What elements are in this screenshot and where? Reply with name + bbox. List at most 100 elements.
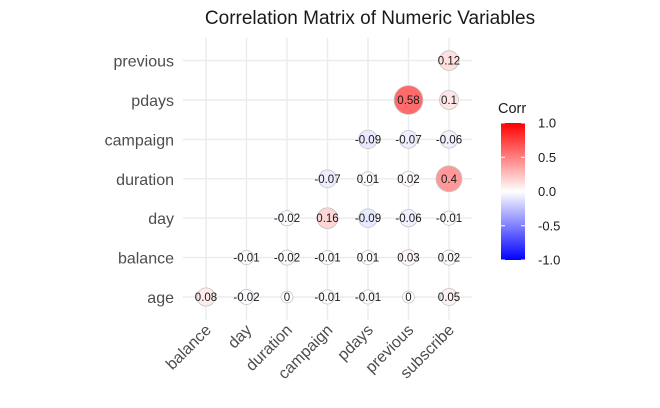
cell-value-label: 0 — [405, 292, 411, 304]
cell-value-label: 0 — [284, 292, 290, 304]
cell-value-label: 0.12 — [438, 56, 460, 68]
x-axis: balance daydurationcampaignpdayspreviouss… — [163, 322, 458, 383]
cell-value-label: 0.03 — [397, 253, 419, 265]
cell-circle — [399, 209, 418, 228]
legend-tick-label: -0.5 — [538, 218, 560, 233]
y-axis: age balance day duration campaign pdays previo… — [105, 54, 174, 307]
cell-circle — [280, 290, 294, 304]
chart-title: Correlation Matrix of Numeric Variables — [205, 8, 535, 29]
cell-value-label: 0.02 — [397, 174, 419, 186]
cell-duration-campaign: -0.07 — [314, 169, 341, 189]
cell-duration-subscribe: 0.4 — [435, 165, 463, 193]
legend-ticks: 1.0 0.5 0.0 -0.5 -1.0 — [501, 116, 560, 268]
cell-value-label: 0.08 — [195, 292, 217, 304]
legend-tick-label: 0.0 — [538, 184, 556, 199]
legend-tick-label: -1.0 — [538, 253, 560, 268]
cell-circle — [441, 210, 457, 226]
cell-circle — [402, 290, 415, 304]
cell-circle — [238, 250, 254, 266]
cell-circle — [319, 250, 335, 266]
y-tick-label-day: day — [148, 211, 174, 228]
cell-circle — [439, 90, 459, 110]
cell-age-campaign: -0.01 — [314, 289, 341, 305]
cell-value-label: 0.02 — [438, 253, 460, 265]
cell-value-label: 0.01 — [357, 253, 379, 265]
cell-circle — [316, 207, 339, 230]
cell-value-label: 0.58 — [397, 95, 419, 107]
cell-value-label: -0.07 — [314, 174, 340, 186]
cell-age-day: -0.02 — [233, 289, 260, 305]
cell-value-label: -0.06 — [436, 134, 462, 146]
cell-value-label: -0.01 — [355, 292, 381, 304]
cell-circle — [400, 170, 417, 187]
cell-balance-duration: -0.02 — [274, 249, 300, 266]
cell-campaign-pdays: -0.09 — [355, 129, 381, 150]
cell-day-duration: -0.02 — [274, 210, 300, 227]
cell-age-subscribe: 0.05 — [438, 288, 460, 306]
cell-circle — [439, 130, 459, 149]
legend-tick-label: 0.5 — [538, 150, 556, 165]
cell-value-label: -0.02 — [233, 292, 259, 304]
cell-circle — [360, 171, 376, 187]
cell-circle — [399, 130, 418, 149]
cell-day-previous: -0.06 — [395, 209, 422, 228]
cell-campaign-subscribe: -0.06 — [436, 130, 462, 149]
cell-balance-subscribe: 0.02 — [438, 249, 460, 266]
correlation-cells: 0.08 -0.02 0 -0.01 -0.01 0 0.05 -0.01 -0.02 -0.01… — [195, 50, 463, 307]
cell-age-duration: 0 — [280, 290, 294, 304]
cell-value-label: -0.09 — [355, 213, 381, 225]
cell-duration-pdays: 0.01 — [357, 171, 379, 187]
cell-pdays-previous: 0.58 — [393, 85, 424, 115]
cell-value-label: -0.01 — [314, 253, 340, 265]
legend-tick-label: 1.0 — [538, 116, 556, 131]
cell-circle — [319, 289, 335, 305]
cell-circle — [360, 250, 376, 266]
color-legend: Corr 1.0 0.5 0.0 -0.5 -1.0 — [498, 101, 560, 268]
cell-age-balance: 0.08 — [195, 287, 217, 307]
cell-circle — [393, 85, 424, 115]
cell-balance-pdays: 0.01 — [357, 250, 379, 266]
legend-title: Corr — [498, 101, 526, 117]
cell-circle — [279, 210, 295, 227]
cell-circle — [441, 249, 457, 266]
cell-value-label: 0.05 — [438, 292, 460, 304]
cell-circle — [196, 287, 216, 307]
cell-value-label: -0.06 — [395, 213, 421, 225]
cell-value-label: -0.01 — [233, 253, 259, 265]
x-tick-label-balance: balance — [163, 322, 215, 374]
cell-day-subscribe: -0.01 — [436, 210, 462, 226]
y-tick-label-balance: balance — [118, 251, 174, 268]
y-tick-label-previous: previous — [114, 54, 174, 71]
cell-value-label: -0.09 — [355, 134, 381, 146]
cell-balance-previous: 0.03 — [397, 249, 420, 266]
cell-circle — [440, 288, 458, 306]
cell-balance-campaign: -0.01 — [314, 250, 341, 266]
cell-circle — [318, 169, 337, 189]
cell-campaign-previous: -0.07 — [395, 130, 422, 149]
cell-circle — [279, 249, 295, 266]
x-tick-label-day: day — [225, 322, 255, 352]
cell-value-label: 0.4 — [441, 174, 458, 186]
cell-age-pdays: -0.01 — [355, 289, 381, 305]
cell-value-label: -0.02 — [274, 213, 300, 225]
cell-day-pdays: -0.09 — [355, 208, 381, 228]
y-tick-label-campaign: campaign — [105, 132, 174, 149]
cell-value-label: 0.16 — [316, 213, 338, 225]
cell-age-previous: 0 — [402, 290, 415, 304]
cell-balance-day: -0.01 — [233, 250, 260, 266]
cell-circle — [360, 289, 376, 305]
y-tick-label-duration: duration — [116, 172, 174, 189]
cell-value-label: -0.01 — [314, 292, 340, 304]
cell-value-label: -0.07 — [395, 134, 421, 146]
cell-value-label: 0.1 — [441, 95, 457, 107]
cell-circle — [238, 289, 255, 305]
cell-pdays-subscribe: 0.1 — [439, 90, 459, 110]
cell-circle — [435, 165, 463, 193]
cell-duration-previous: 0.02 — [397, 170, 420, 187]
y-tick-label-pdays: pdays — [131, 93, 174, 110]
cell-circle — [358, 208, 378, 228]
cell-circle — [358, 129, 378, 150]
cell-circle — [400, 249, 417, 266]
cell-value-label: 0.01 — [357, 174, 379, 186]
